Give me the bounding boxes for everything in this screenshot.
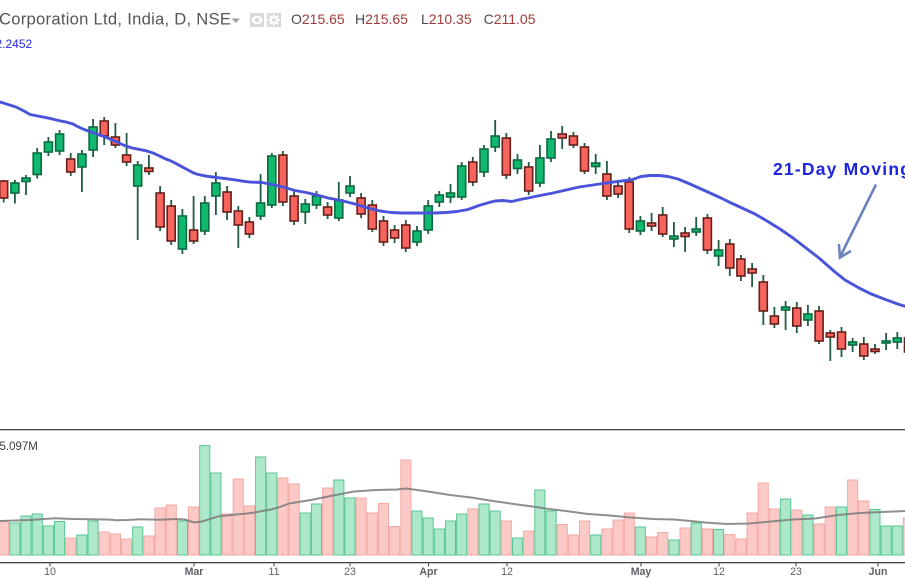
svg-text:23: 23 — [790, 566, 802, 578]
svg-text:Corporation Ltd, India, D, NSE: Corporation Ltd, India, D, NSE — [0, 10, 231, 29]
svg-text:2.2452: 2.2452 — [0, 37, 33, 51]
svg-text:Apr: Apr — [419, 566, 437, 578]
svg-text:May: May — [631, 566, 652, 578]
svg-text:12: 12 — [501, 566, 513, 578]
svg-text:Jun: Jun — [869, 566, 888, 578]
svg-text:21-Day Moving Average: 21-Day Moving Average — [773, 159, 905, 179]
svg-text:11: 11 — [269, 566, 280, 578]
svg-text:12: 12 — [713, 566, 725, 578]
svg-text:10: 10 — [44, 566, 56, 578]
svg-text:Mar: Mar — [185, 566, 204, 578]
svg-text:23: 23 — [344, 566, 356, 578]
svg-text:5.097M: 5.097M — [0, 441, 38, 453]
